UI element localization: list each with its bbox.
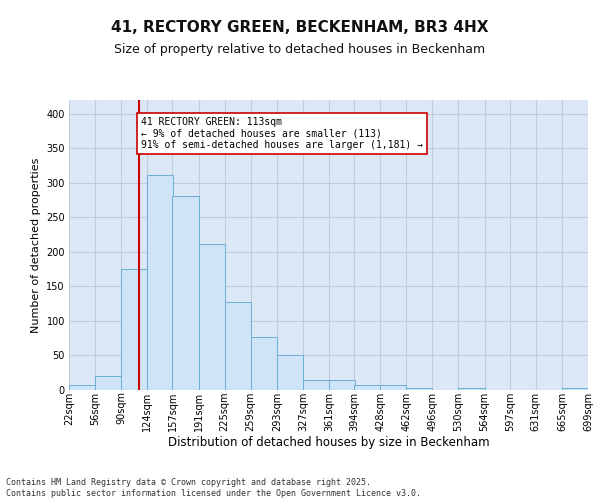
- Text: Contains HM Land Registry data © Crown copyright and database right 2025.
Contai: Contains HM Land Registry data © Crown c…: [6, 478, 421, 498]
- Bar: [458, 388, 485, 390]
- Bar: [224, 302, 251, 390]
- Bar: [406, 388, 433, 390]
- Bar: [69, 385, 95, 390]
- X-axis label: Distribution of detached houses by size in Beckenham: Distribution of detached houses by size …: [167, 436, 490, 450]
- Bar: [562, 388, 588, 390]
- Bar: [303, 380, 329, 390]
- Bar: [251, 337, 277, 390]
- Bar: [121, 269, 147, 390]
- Bar: [277, 356, 303, 390]
- Text: 41, RECTORY GREEN, BECKENHAM, BR3 4HX: 41, RECTORY GREEN, BECKENHAM, BR3 4HX: [111, 20, 489, 35]
- Bar: [329, 380, 355, 390]
- Bar: [147, 176, 173, 390]
- Bar: [199, 244, 224, 390]
- Bar: [172, 196, 199, 390]
- Text: Size of property relative to detached houses in Beckenham: Size of property relative to detached ho…: [115, 42, 485, 56]
- Bar: [95, 376, 121, 390]
- Text: 41 RECTORY GREEN: 113sqm
← 9% of detached houses are smaller (113)
91% of semi-d: 41 RECTORY GREEN: 113sqm ← 9% of detache…: [141, 118, 423, 150]
- Bar: [380, 385, 406, 390]
- Y-axis label: Number of detached properties: Number of detached properties: [31, 158, 41, 332]
- Bar: [354, 385, 380, 390]
